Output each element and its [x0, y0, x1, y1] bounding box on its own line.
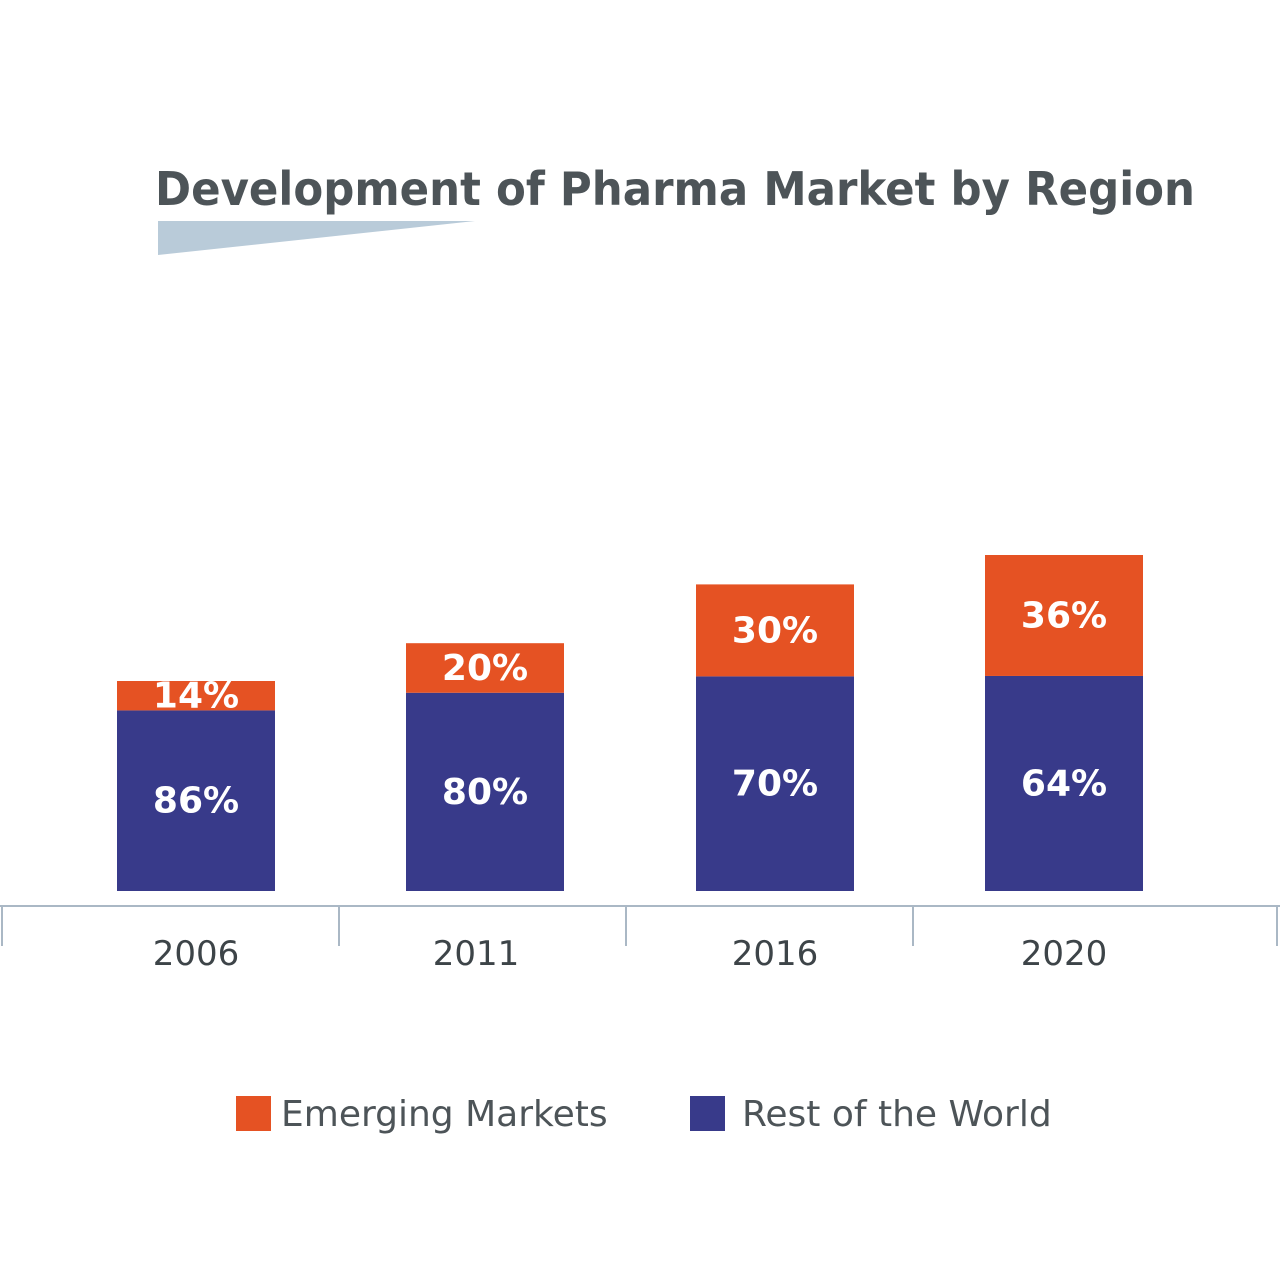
- bar-rest-of-world-2011: [406, 692, 564, 891]
- bar-emerging-markets-2020: [985, 555, 1143, 676]
- x-tick-label-2020: 2020: [1021, 934, 1108, 974]
- data-label-emerging-markets-2011: 20%: [442, 648, 528, 689]
- data-label-emerging-markets-2016: 30%: [732, 610, 818, 651]
- bar-rest-of-world-2020: [985, 675, 1143, 891]
- bar-rest-of-world-2016: [696, 676, 854, 891]
- x-tick-label-2006: 2006: [153, 934, 240, 974]
- data-label-emerging-markets-2020: 36%: [1021, 595, 1107, 636]
- data-label-rest-of-world-2020: 64%: [1021, 763, 1107, 804]
- title-accent-wedge: [158, 221, 475, 255]
- data-label-rest-of-world-2016: 70%: [732, 764, 818, 805]
- legend-swatch-emerging-markets: [236, 1096, 271, 1131]
- data-label-emerging-markets-2006: 14%: [153, 676, 239, 717]
- bar-emerging-markets-2011: [406, 643, 564, 693]
- bars-layer: 86% 14% 80% 20% 70% 30% 64% 36%: [117, 555, 1143, 891]
- legend-label-rest-of-the-world: Rest of the World: [742, 1094, 1052, 1135]
- legend-label-emerging-markets: Emerging Markets: [281, 1094, 608, 1135]
- data-label-rest-of-world-2006: 86%: [153, 781, 239, 822]
- legend: Emerging Markets Rest of the World: [236, 1094, 1052, 1135]
- x-tick-label-2011: 2011: [433, 934, 520, 974]
- chart-title: Development of Pharma Market by Region: [155, 162, 1195, 216]
- bar-rest-of-world-2006: [117, 710, 275, 891]
- x-axis: 2006 2011 2016 2020: [0, 905, 1280, 974]
- bar-emerging-markets-2016: [696, 584, 854, 677]
- data-label-rest-of-world-2011: 80%: [442, 772, 528, 813]
- legend-swatch-rest-of-the-world: [690, 1096, 725, 1131]
- bar-emerging-markets-2006: [117, 681, 275, 711]
- x-tick-label-2016: 2016: [732, 934, 819, 974]
